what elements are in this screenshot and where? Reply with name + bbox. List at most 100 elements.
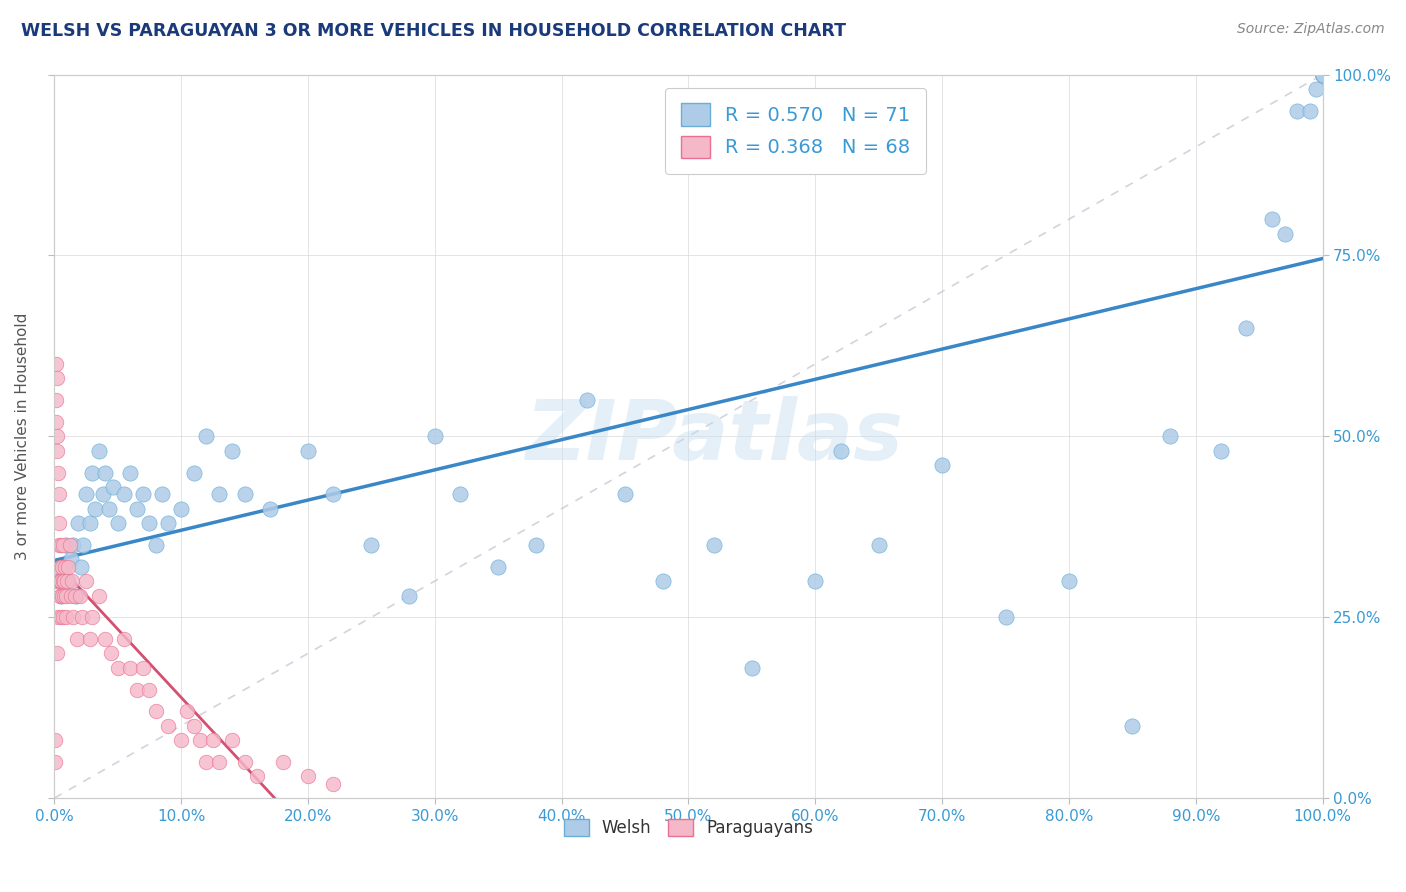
Point — [48, 487, 70, 501]
Text: Source: ZipAtlas.com: Source: ZipAtlas.com — [1237, 22, 1385, 37]
Point — [45, 443, 67, 458]
Point — [804, 574, 827, 588]
Point — [49, 610, 72, 624]
Point — [1236, 320, 1258, 334]
Point — [233, 755, 256, 769]
Point — [46, 647, 69, 661]
Point — [53, 559, 76, 574]
Point — [66, 632, 89, 646]
Point — [48, 538, 70, 552]
Point — [297, 443, 319, 458]
Point — [170, 733, 193, 747]
Point — [44, 733, 66, 747]
Point — [52, 559, 75, 574]
Point — [51, 589, 73, 603]
Point — [145, 704, 167, 718]
Point — [51, 559, 73, 574]
Point — [79, 632, 101, 646]
Point — [52, 589, 75, 603]
Point — [195, 429, 218, 443]
Point — [201, 733, 224, 747]
Point — [125, 682, 148, 697]
Point — [51, 574, 73, 588]
Point — [107, 516, 129, 531]
Point — [614, 487, 637, 501]
Point — [994, 610, 1017, 624]
Point — [486, 559, 509, 574]
Point — [1312, 68, 1334, 82]
Point — [183, 719, 205, 733]
Point — [46, 574, 69, 588]
Point — [75, 487, 97, 501]
Point — [1057, 574, 1080, 588]
Point — [360, 538, 382, 552]
Point — [1312, 68, 1334, 82]
Point — [75, 574, 97, 588]
Point — [49, 559, 72, 574]
Point — [65, 589, 87, 603]
Point — [48, 574, 70, 588]
Point — [46, 466, 69, 480]
Point — [233, 487, 256, 501]
Text: ZIPatlas: ZIPatlas — [524, 396, 903, 477]
Point — [100, 647, 122, 661]
Point — [91, 487, 114, 501]
Point — [449, 487, 471, 501]
Point — [297, 769, 319, 783]
Point — [82, 466, 104, 480]
Point — [60, 574, 83, 588]
Point — [259, 501, 281, 516]
Text: WELSH VS PARAGUAYAN 3 OR MORE VEHICLES IN HOUSEHOLD CORRELATION CHART: WELSH VS PARAGUAYAN 3 OR MORE VEHICLES I… — [21, 22, 846, 40]
Point — [1312, 68, 1334, 82]
Point — [48, 610, 70, 624]
Point — [120, 661, 142, 675]
Point — [45, 371, 67, 385]
Point — [132, 661, 155, 675]
Point — [55, 610, 77, 624]
Point — [1312, 68, 1334, 82]
Point — [49, 589, 72, 603]
Point — [83, 501, 105, 516]
Point — [145, 538, 167, 552]
Point — [70, 559, 93, 574]
Point — [59, 589, 82, 603]
Point — [157, 719, 180, 733]
Point — [49, 589, 72, 603]
Y-axis label: 3 or more Vehicles in Household: 3 or more Vehicles in Household — [15, 312, 30, 560]
Point — [58, 574, 80, 588]
Point — [157, 516, 180, 531]
Point — [45, 357, 67, 371]
Point — [112, 632, 135, 646]
Point — [1211, 443, 1233, 458]
Point — [94, 632, 117, 646]
Point — [72, 538, 94, 552]
Point — [70, 610, 93, 624]
Point — [423, 429, 446, 443]
Point — [188, 733, 211, 747]
Point — [1261, 212, 1284, 227]
Point — [87, 589, 110, 603]
Point — [46, 574, 69, 588]
Point — [94, 466, 117, 480]
Point — [55, 538, 77, 552]
Point — [703, 538, 725, 552]
Point — [1305, 82, 1327, 96]
Point — [63, 589, 86, 603]
Point — [52, 538, 75, 552]
Point — [138, 682, 160, 697]
Point — [830, 443, 852, 458]
Point — [150, 487, 173, 501]
Point — [1121, 719, 1143, 733]
Point — [107, 661, 129, 675]
Point — [1159, 429, 1181, 443]
Point — [208, 755, 231, 769]
Point — [868, 538, 890, 552]
Point — [56, 574, 79, 588]
Point — [398, 589, 420, 603]
Point — [48, 516, 70, 531]
Point — [176, 704, 198, 718]
Point — [45, 393, 67, 408]
Point — [1286, 103, 1309, 118]
Point — [1274, 227, 1296, 241]
Point — [125, 501, 148, 516]
